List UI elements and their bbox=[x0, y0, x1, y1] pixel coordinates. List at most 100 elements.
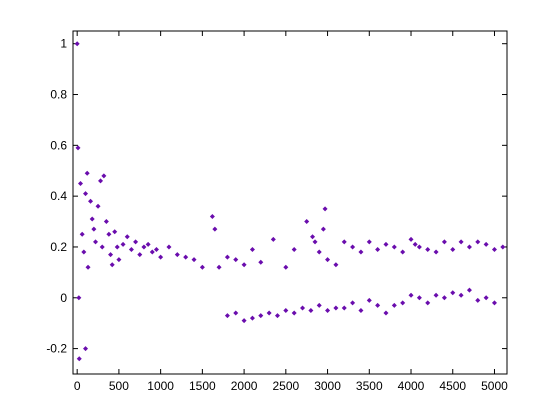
data-point bbox=[145, 241, 151, 247]
data-point bbox=[84, 170, 90, 176]
data-point bbox=[341, 305, 347, 311]
data-point bbox=[174, 252, 180, 258]
data-point bbox=[475, 297, 481, 303]
data-point bbox=[258, 259, 264, 265]
x-tick-label: 0 bbox=[74, 379, 81, 393]
data-point bbox=[233, 310, 239, 316]
data-point bbox=[316, 249, 322, 255]
data-point bbox=[76, 356, 82, 362]
data-point bbox=[400, 300, 406, 306]
data-point bbox=[249, 315, 255, 321]
y-tick-label: 0.8 bbox=[50, 88, 67, 102]
data-point bbox=[241, 318, 247, 324]
x-tick-label: 4500 bbox=[439, 379, 466, 393]
data-point bbox=[103, 219, 109, 225]
y-tick-label: 1 bbox=[60, 37, 67, 51]
data-point bbox=[274, 313, 280, 319]
data-point bbox=[249, 247, 255, 253]
data-point bbox=[366, 297, 372, 303]
data-point bbox=[283, 307, 289, 313]
data-point bbox=[241, 262, 247, 268]
data-point bbox=[291, 310, 297, 316]
data-point bbox=[333, 305, 339, 311]
data-point bbox=[316, 302, 322, 308]
data-point bbox=[333, 262, 339, 268]
data-point bbox=[74, 41, 80, 47]
data-point bbox=[266, 310, 272, 316]
data-point bbox=[124, 234, 130, 240]
data-point bbox=[283, 264, 289, 270]
data-point bbox=[391, 302, 397, 308]
data-point bbox=[475, 239, 481, 245]
data-point bbox=[450, 247, 456, 253]
data-point bbox=[191, 257, 197, 263]
data-point bbox=[308, 307, 314, 313]
data-point bbox=[291, 247, 297, 253]
data-point bbox=[466, 244, 472, 250]
data-point bbox=[441, 239, 447, 245]
data-point bbox=[416, 295, 422, 301]
data-point bbox=[425, 247, 431, 253]
data-point bbox=[258, 313, 264, 319]
data-point bbox=[375, 302, 381, 308]
data-point bbox=[212, 226, 218, 232]
x-tick-label: 3500 bbox=[356, 379, 383, 393]
data-point bbox=[300, 305, 306, 311]
data-point bbox=[358, 249, 364, 255]
data-point bbox=[433, 249, 439, 255]
y-tick-label: 0.4 bbox=[50, 189, 67, 203]
data-point bbox=[383, 241, 389, 247]
data-point bbox=[78, 180, 84, 186]
data-point bbox=[383, 310, 389, 316]
data-point bbox=[325, 307, 331, 313]
x-tick-label: 1000 bbox=[147, 379, 174, 393]
data-point bbox=[441, 295, 447, 301]
data-point bbox=[101, 173, 107, 179]
data-point bbox=[106, 231, 112, 237]
data-points bbox=[74, 41, 506, 362]
data-point bbox=[325, 257, 331, 263]
data-point bbox=[79, 231, 85, 237]
data-point bbox=[133, 239, 139, 245]
data-point bbox=[491, 247, 497, 253]
data-point bbox=[483, 295, 489, 301]
data-point bbox=[116, 257, 122, 263]
data-point bbox=[322, 206, 328, 212]
data-point bbox=[216, 264, 222, 270]
data-point bbox=[95, 203, 101, 209]
data-point bbox=[391, 244, 397, 250]
data-point bbox=[88, 198, 94, 204]
data-point bbox=[366, 239, 372, 245]
x-axis-ticks: 0 500 1000 1500 2000 2500 3000 3500 4000 4500 5000 bbox=[74, 31, 508, 393]
plot-area bbox=[72, 30, 508, 375]
data-point bbox=[304, 219, 310, 225]
data-point bbox=[341, 239, 347, 245]
data-point bbox=[491, 300, 497, 306]
data-point bbox=[433, 292, 439, 298]
data-point bbox=[99, 244, 105, 250]
data-point bbox=[166, 244, 172, 250]
data-point bbox=[85, 264, 91, 270]
x-tick-label: 1500 bbox=[189, 379, 216, 393]
data-point bbox=[458, 239, 464, 245]
data-point bbox=[137, 252, 143, 258]
data-point bbox=[158, 254, 164, 260]
data-point bbox=[500, 244, 506, 250]
data-point bbox=[75, 145, 81, 151]
data-point bbox=[109, 262, 115, 268]
data-point bbox=[358, 307, 364, 313]
x-tick-label: 500 bbox=[109, 379, 129, 393]
data-point bbox=[83, 191, 89, 197]
data-point bbox=[76, 295, 82, 301]
data-point bbox=[310, 234, 316, 240]
data-point bbox=[233, 257, 239, 263]
data-point bbox=[91, 226, 97, 232]
x-tick-label: 4000 bbox=[398, 379, 425, 393]
data-point bbox=[224, 254, 230, 260]
data-point bbox=[120, 241, 126, 247]
data-point bbox=[153, 247, 159, 253]
data-point bbox=[83, 346, 89, 352]
y-tick-label: 0.6 bbox=[50, 138, 67, 152]
data-point bbox=[400, 249, 406, 255]
